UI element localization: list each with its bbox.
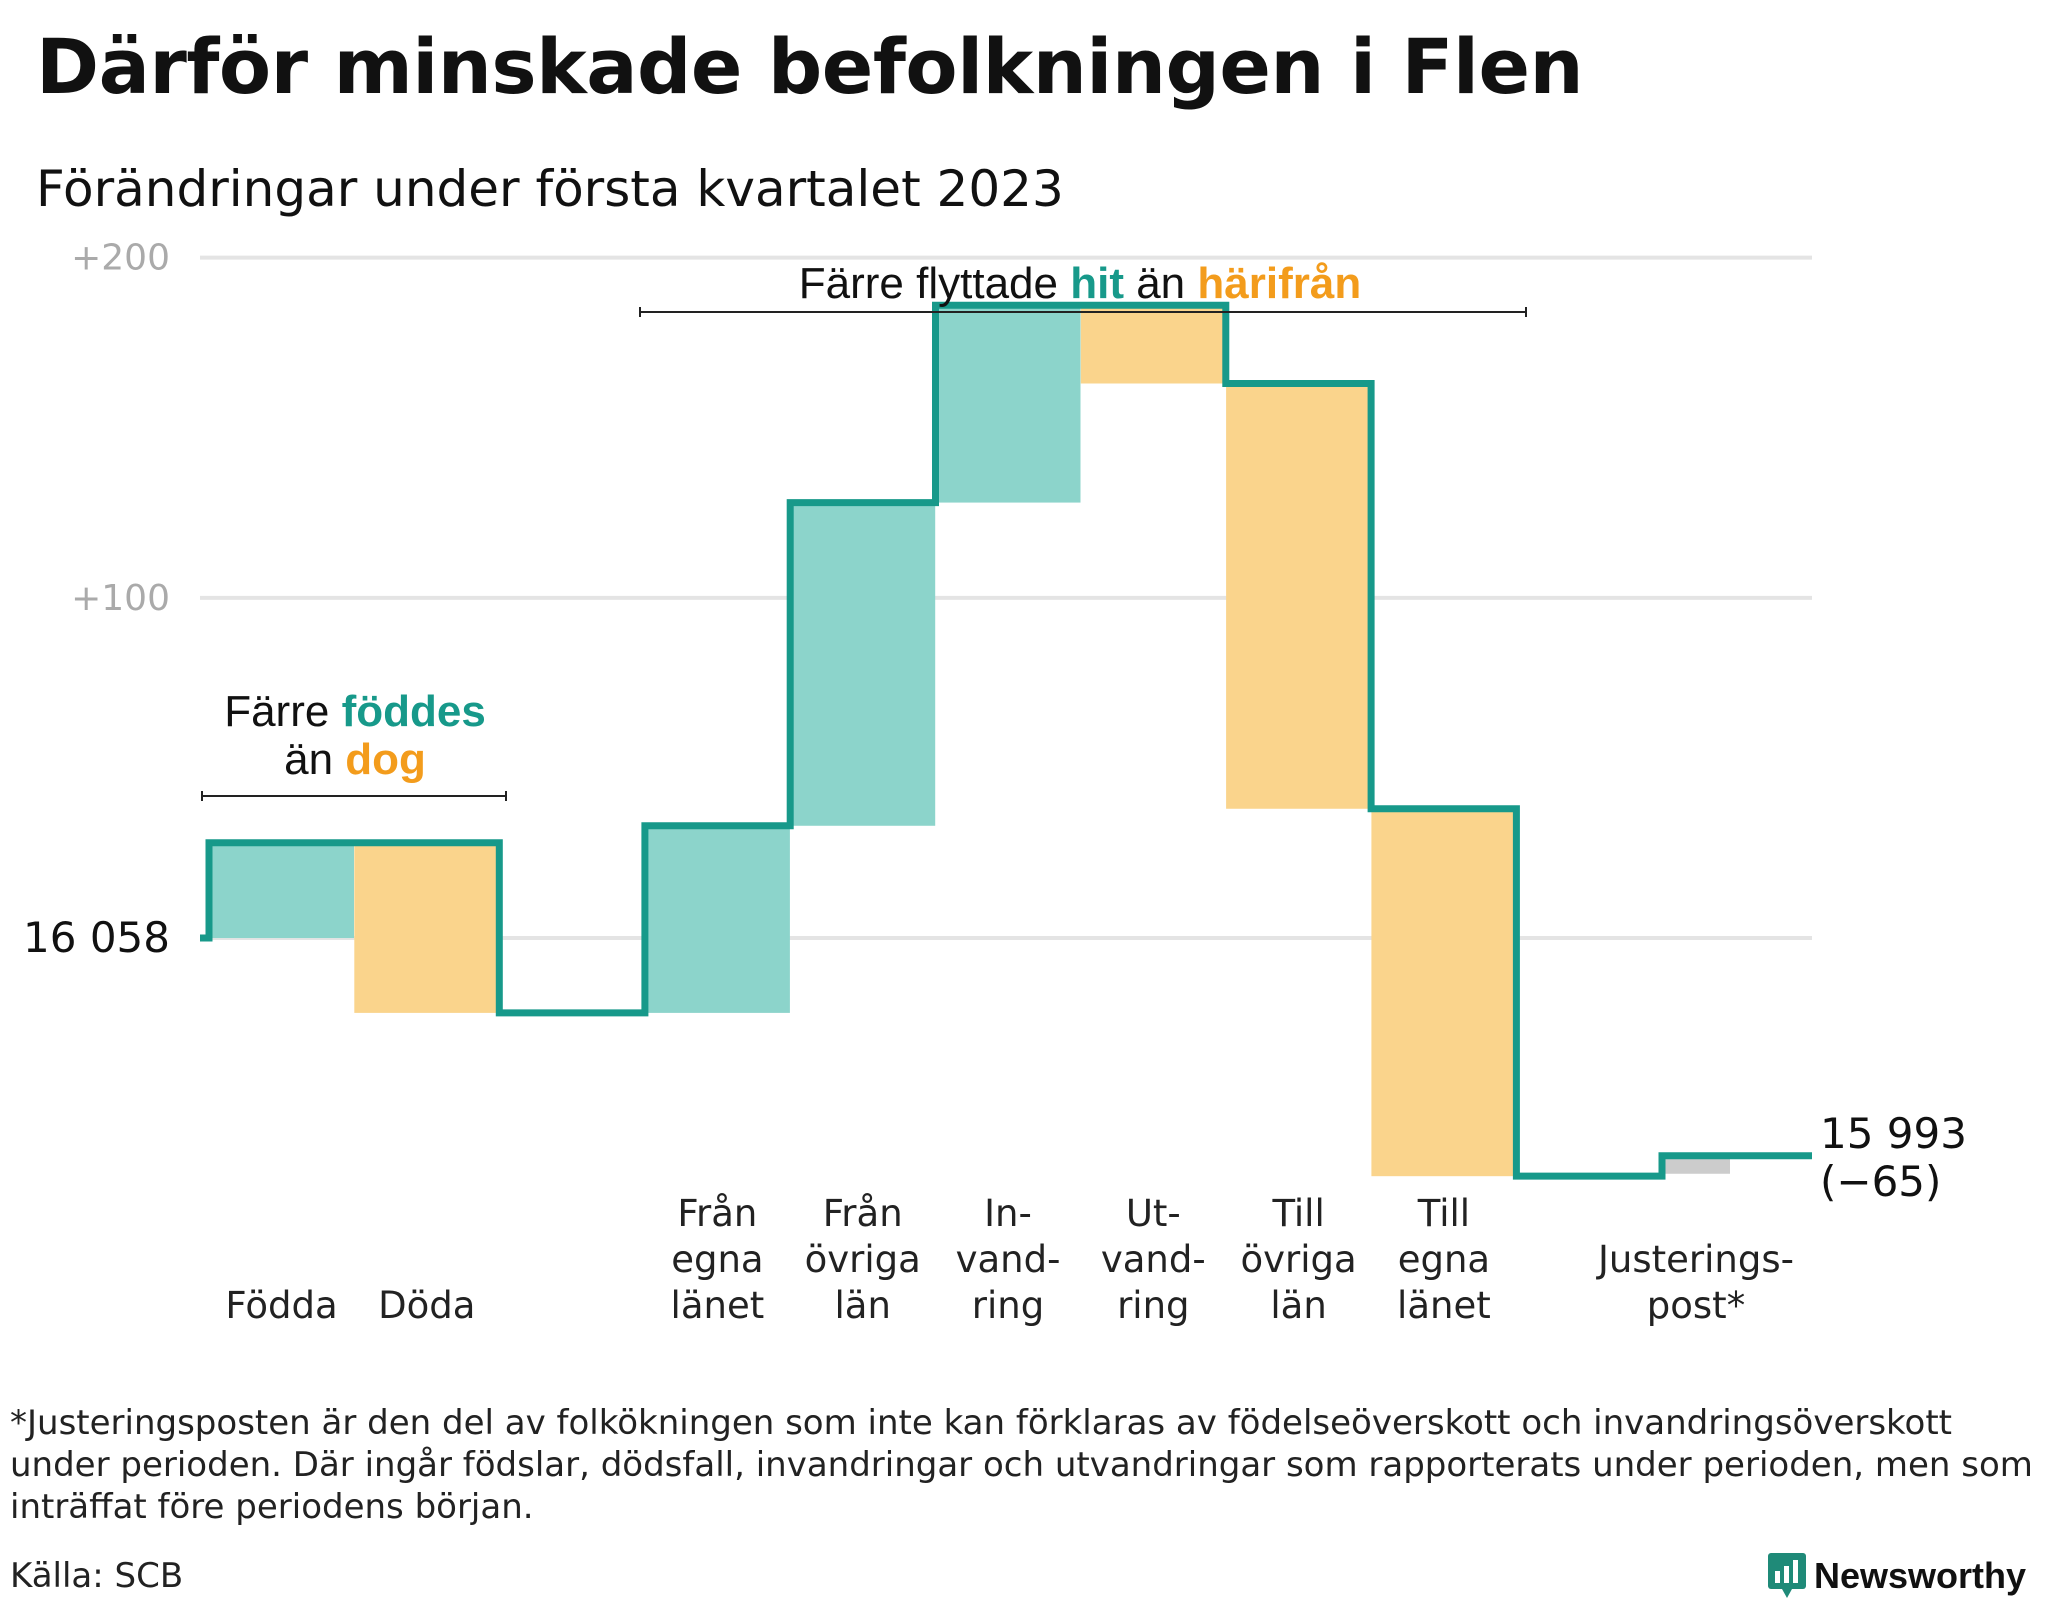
- category-label: län: [1270, 1284, 1326, 1327]
- baseline-value-label: 16 058: [23, 913, 170, 962]
- category-label: Från: [823, 1192, 903, 1235]
- annotation-text: än dog: [284, 735, 426, 784]
- category-label: ring: [972, 1284, 1044, 1327]
- category-label: Till: [1417, 1192, 1470, 1235]
- y-tick-label: +200: [71, 238, 170, 279]
- bar-till-egna-länet: [1371, 808, 1517, 1177]
- annotation-span: än: [1124, 259, 1197, 308]
- newsworthy-logo-icon: [1768, 1553, 1806, 1598]
- brand: Newsworthy: [1768, 1553, 2026, 1599]
- category-label: Födda: [225, 1284, 337, 1327]
- category-label: länet: [671, 1284, 765, 1327]
- bar-från-övriga-län: [790, 502, 936, 826]
- category-label: ring: [1117, 1284, 1189, 1327]
- category-label: post*: [1647, 1284, 1745, 1327]
- footnote: *Justeringsposten är den del av folkökni…: [10, 1403, 2033, 1527]
- waterfall-chart: +200 +100 16 058 15 993(−65) Födda Döda Från…: [23, 238, 1967, 1327]
- category-label: egna: [1398, 1238, 1490, 1281]
- bar-från-egna-länet: [644, 825, 790, 1013]
- category-label: län: [834, 1284, 890, 1327]
- annotation-span: hit: [1070, 259, 1124, 308]
- category-label: övriga: [1241, 1238, 1357, 1281]
- running-total-line: 15 993(−65): [200, 301, 1967, 1206]
- annotation-span: föddes: [342, 687, 486, 736]
- annotation-span: Färre flyttade: [799, 259, 1070, 308]
- category-label: Till: [1271, 1192, 1324, 1235]
- annotation-span: härifrån: [1197, 259, 1361, 308]
- end-value-label: 15 993: [1820, 1109, 1967, 1158]
- bar-födda: [209, 842, 354, 939]
- gridlines: +200 +100 16 058: [23, 238, 1812, 962]
- annotation-span: än: [284, 735, 345, 784]
- bars: [209, 305, 1730, 1177]
- chart-subtitle: Förändringar under första kvartalet 2023: [36, 160, 1064, 218]
- source-note: Källa: SCB: [10, 1556, 184, 1596]
- bar-utvandring: [1080, 305, 1226, 384]
- category-label: In-: [984, 1192, 1032, 1235]
- bar-invandring: [935, 305, 1081, 503]
- category-label: vand-: [956, 1238, 1061, 1281]
- category-label: övriga: [805, 1238, 921, 1281]
- annotation-span: dog: [345, 735, 426, 784]
- running-total-path: [200, 301, 1812, 1180]
- bar-till-övriga-län: [1226, 383, 1372, 809]
- annotation-text: Färre flyttade hit än härifrån: [799, 259, 1361, 308]
- category-label: vand-: [1101, 1238, 1206, 1281]
- category-label: Döda: [378, 1284, 475, 1327]
- bar-justeringspost-: [1662, 1155, 1730, 1174]
- annotation-span: Färre: [224, 687, 341, 736]
- end-value-label: (−65): [1820, 1157, 1941, 1206]
- category-label: Från: [677, 1192, 757, 1235]
- bar-döda: [354, 842, 500, 1013]
- category-label: egna: [671, 1238, 763, 1281]
- annotation-text: Färre föddes: [224, 687, 486, 736]
- category-label: Justerings-: [1596, 1238, 1794, 1281]
- y-tick-label: +100: [71, 578, 170, 619]
- category-labels: Födda DödaFrånegnalänetFrånövrigalänIn-va…: [225, 1192, 1794, 1327]
- chart-title: Därför minskade befolkningen i Flen: [36, 22, 1584, 111]
- brand-name: Newsworthy: [1814, 1555, 2027, 1596]
- category-label: länet: [1397, 1284, 1491, 1327]
- category-label: Ut-: [1126, 1192, 1181, 1235]
